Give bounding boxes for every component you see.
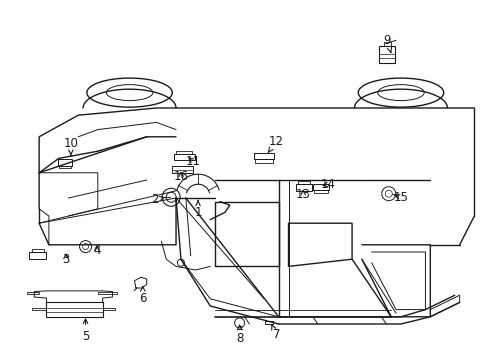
Text: 14: 14 [321,178,335,191]
Text: 6: 6 [139,287,146,305]
Bar [29,252,46,259]
Bar [172,166,193,173]
Bar [176,151,192,154]
Text: 9: 9 [383,34,391,53]
Text: 5: 5 [81,319,89,343]
Bar [379,46,394,63]
Bar [313,190,327,193]
Text: 4: 4 [93,244,101,257]
Bar [58,159,72,166]
Bar [312,184,328,190]
Bar [32,308,46,310]
Text: 3: 3 [62,253,70,266]
Text: 8: 8 [235,325,243,345]
Text: 12: 12 [267,135,283,153]
Text: 10: 10 [63,137,78,156]
Text: 7: 7 [271,325,280,341]
Bar [59,166,71,168]
Bar [255,159,272,163]
Bar [295,184,311,191]
Text: 2: 2 [150,193,164,206]
Bar [384,42,390,46]
Text: 13: 13 [295,188,310,201]
Bar [173,154,194,160]
Bar [298,181,309,184]
Bar [32,249,44,252]
Bar [27,292,39,294]
Bar [46,302,102,317]
Text: 15: 15 [393,191,407,204]
Bar [102,308,115,310]
Text: 16: 16 [173,170,188,183]
Bar [264,321,272,324]
Text: 1: 1 [194,200,202,219]
Bar [98,292,117,294]
Text: 11: 11 [185,155,200,168]
Bar [254,153,273,159]
